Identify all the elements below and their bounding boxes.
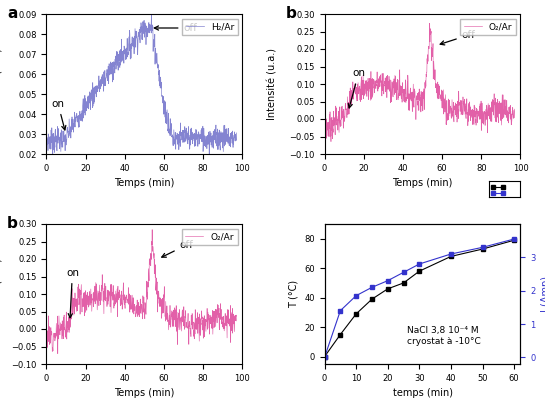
Y-axis label: T (°C): T (°C) — [289, 280, 299, 308]
Text: off: off — [154, 23, 197, 33]
Text: a: a — [7, 6, 17, 20]
Text: b: b — [7, 216, 18, 230]
X-axis label: Temps (min): Temps (min) — [114, 388, 174, 398]
Text: b: b — [286, 6, 296, 20]
Legend: O₂/Ar: O₂/Ar — [460, 18, 516, 35]
X-axis label: temps (min): temps (min) — [392, 388, 452, 398]
X-axis label: Temps (min): Temps (min) — [392, 178, 453, 188]
Text: NaCl 3,8 10⁻⁴ M
cryostat à -10°C: NaCl 3,8 10⁻⁴ M cryostat à -10°C — [407, 326, 481, 346]
Text: on: on — [348, 68, 365, 108]
Text: on: on — [66, 268, 79, 318]
Y-axis label: Intensité (u.a.): Intensité (u.a.) — [0, 258, 3, 330]
Y-axis label: I (Amp): I (Amp) — [541, 276, 545, 312]
Text: off: off — [162, 240, 193, 257]
X-axis label: Temps (min): Temps (min) — [114, 178, 174, 188]
Y-axis label: Intensité (u.a.): Intensité (u.a.) — [0, 48, 3, 120]
Legend: H₂/Ar: H₂/Ar — [182, 18, 238, 35]
Text: off: off — [440, 30, 476, 45]
Y-axis label: Intensité (u.a.): Intensité (u.a.) — [268, 48, 277, 120]
Text: on: on — [52, 99, 66, 130]
Legend: O₂/Ar: O₂/Ar — [181, 228, 238, 245]
